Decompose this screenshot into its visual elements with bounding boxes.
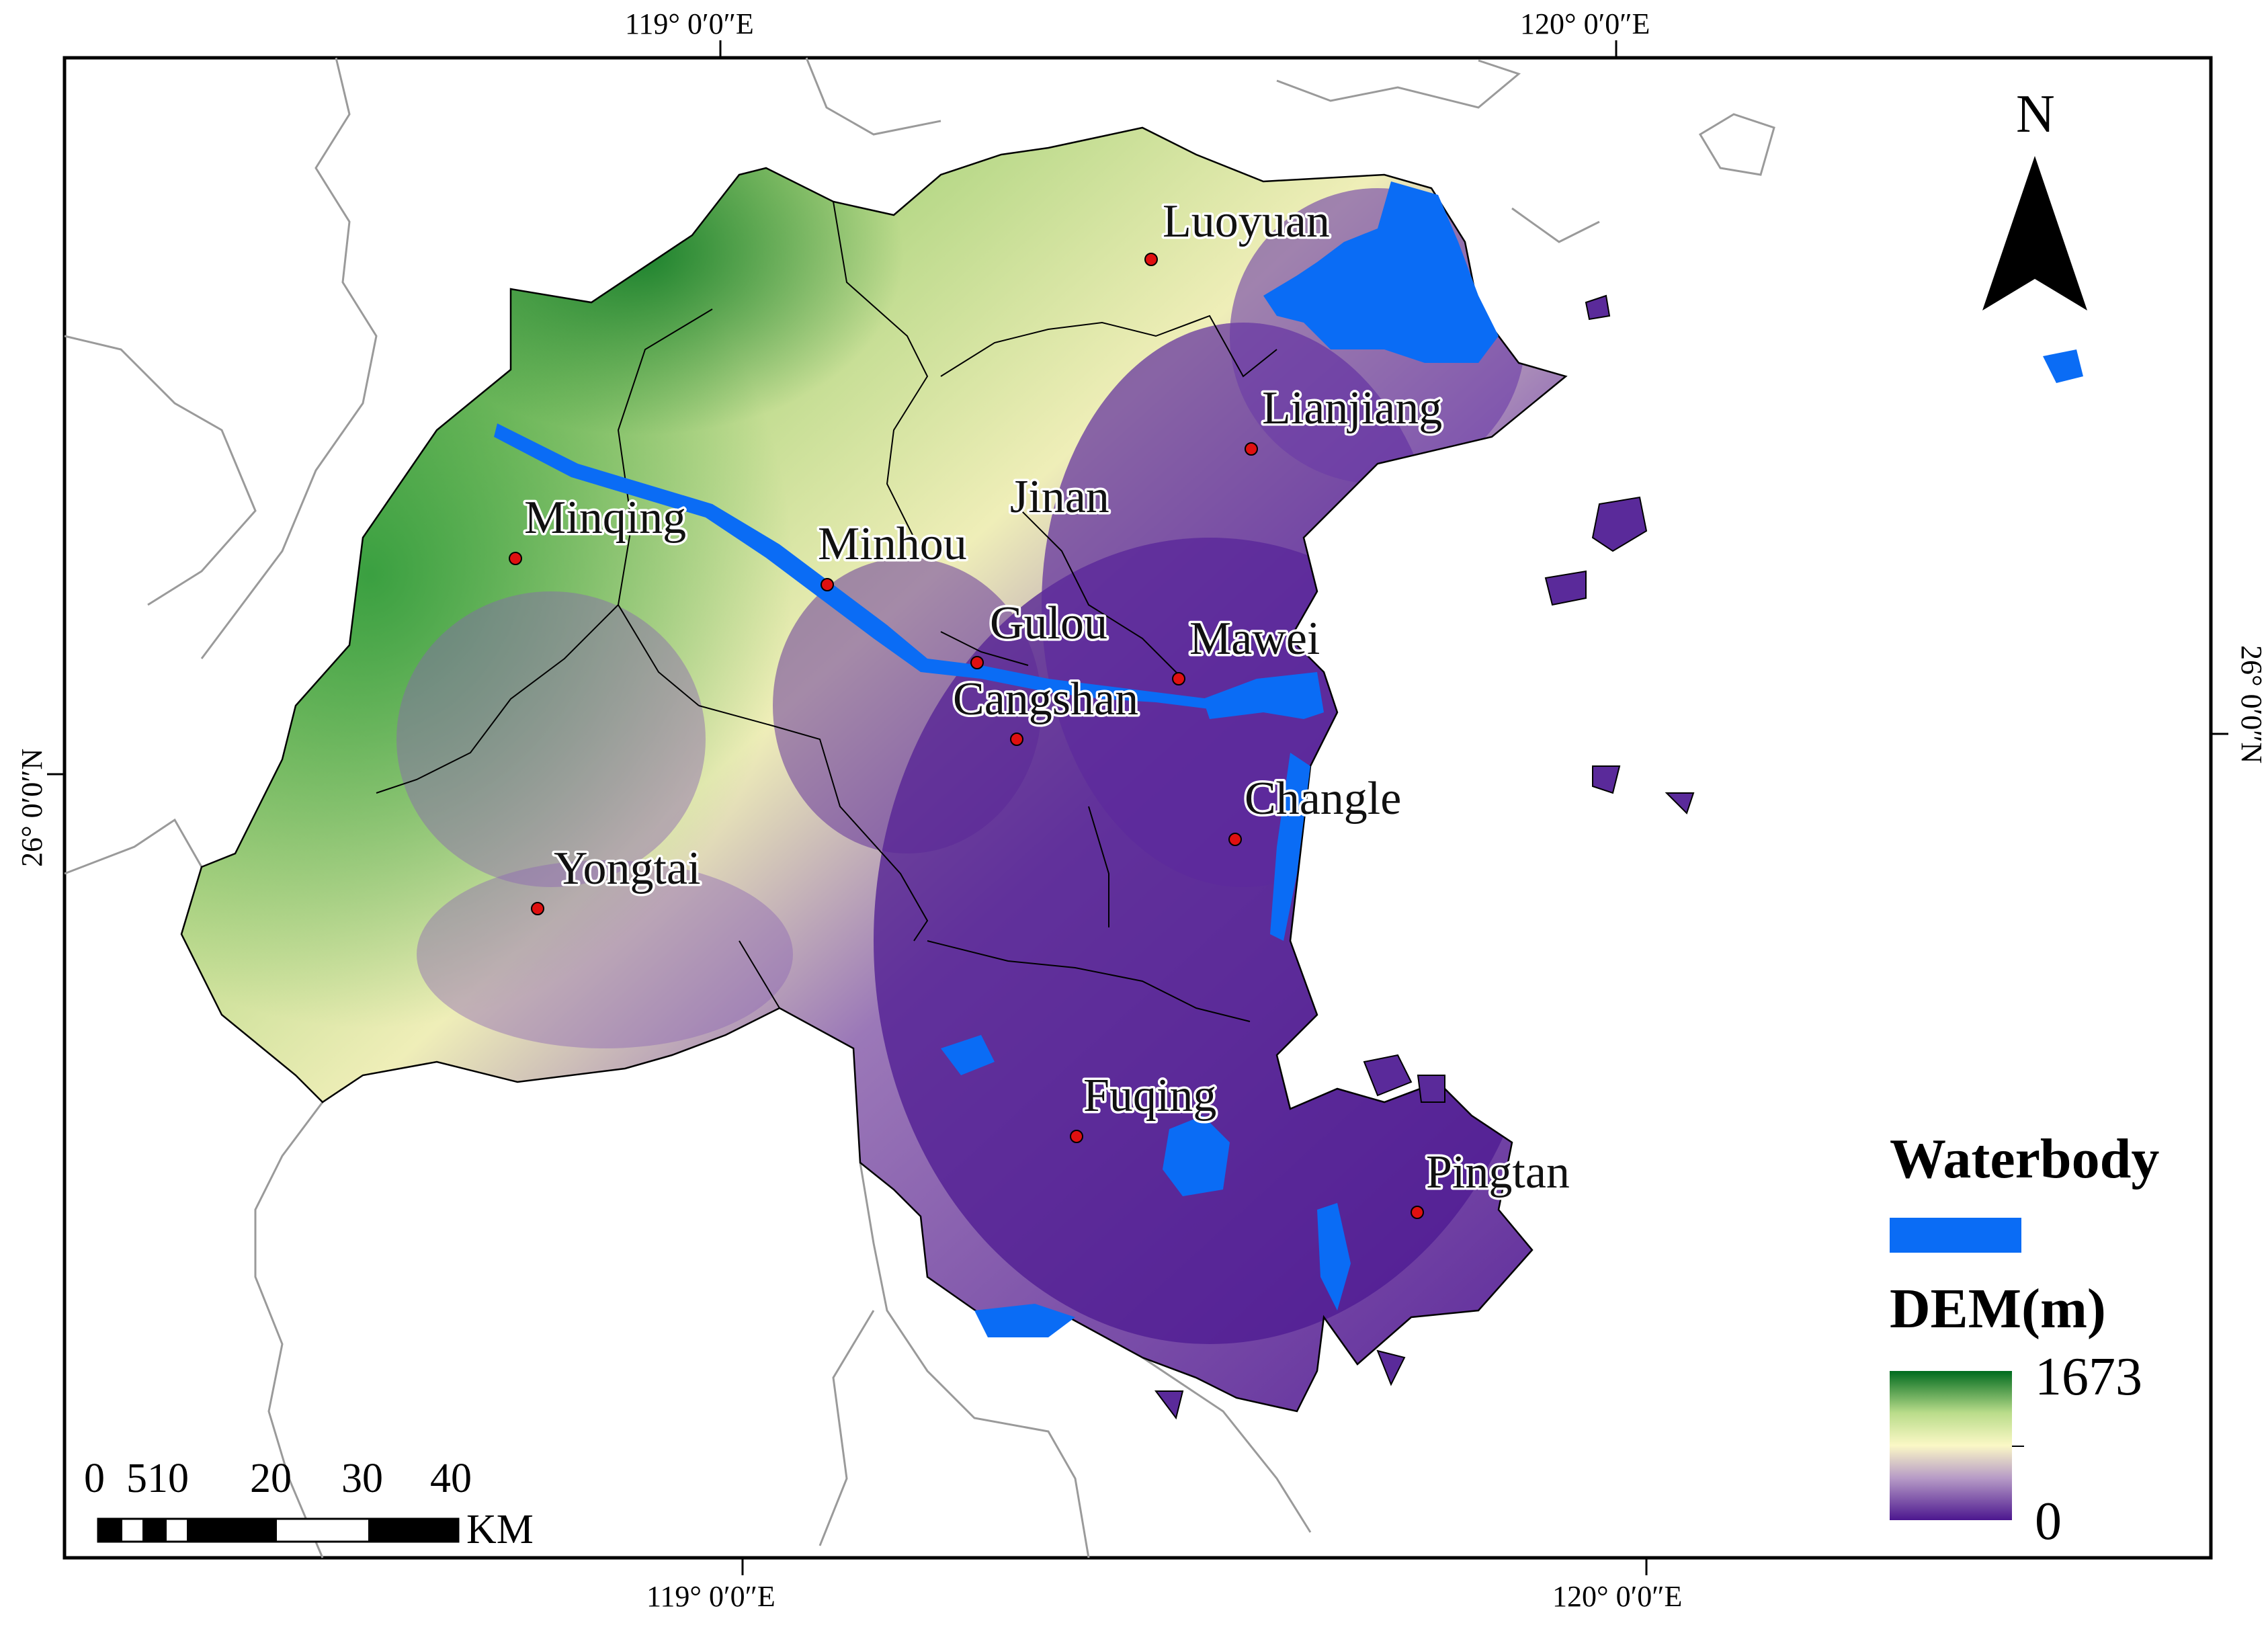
city-label-fuqing: Fuqing — [1083, 1070, 1216, 1122]
bottom-tick-119: 119° 0′0″E — [646, 1580, 775, 1613]
scale-label-0: 0 — [84, 1456, 105, 1501]
north-arrow-icon — [1982, 156, 2087, 310]
city-label-cangshan: Cangshan — [953, 673, 1138, 725]
city-label-minhou: Minhou — [818, 518, 967, 570]
city-label-gulou: Gulou — [990, 597, 1107, 649]
top-tick-120: 120° 0′0″E — [1520, 7, 1650, 40]
legend: Waterbody DEM(m) 1673 0 — [1890, 1128, 2159, 1551]
legend-dem-label: DEM(m) — [1890, 1278, 2106, 1340]
county-boundary-outer — [180, 126, 1568, 1413]
city-label-minqing: Minqing — [524, 492, 686, 544]
city-label-jinan: Jinan — [1010, 471, 1109, 523]
legend-waterbody-label: Waterbody — [1890, 1128, 2159, 1190]
county-boundaries — [376, 201, 1277, 1022]
island-northeast — [2043, 349, 2083, 383]
coastal-flat-south — [974, 1304, 1075, 1337]
city-label-mawei: Mawei — [1189, 613, 1320, 665]
luoyuan-bay — [1263, 181, 1499, 363]
graticule-ticks — [47, 40, 2228, 1575]
city-label-luoyuan: Luoyuan — [1163, 196, 1330, 247]
changle-coast — [1270, 753, 1310, 941]
scale-label-30: 30 — [341, 1456, 383, 1501]
left-tick-26: 26° 0′0″N — [15, 749, 48, 867]
waterbodies — [494, 181, 2083, 1337]
scale-label-40: 40 — [430, 1456, 472, 1501]
legend-dem-ramp — [1890, 1371, 2012, 1520]
bottom-tick-120: 120° 0′0″E — [1552, 1580, 1682, 1613]
scale-label-20: 20 — [250, 1456, 292, 1501]
north-label: N — [2016, 85, 2055, 144]
legend-dem-max: 1673 — [2035, 1347, 2142, 1407]
legend-dem-min: 0 — [2035, 1492, 2062, 1551]
scale-bar: 0 510 20 30 40 KM — [84, 1456, 534, 1552]
minjiang-estuary — [1203, 672, 1324, 719]
offshore-islands — [1154, 294, 1695, 1420]
scale-label-510: 510 — [126, 1456, 189, 1501]
min-river — [494, 423, 1210, 709]
top-tick-119: 119° 0′0″E — [625, 7, 754, 40]
city-label-lianjiang: Lianjiang — [1262, 382, 1442, 434]
city-label-changle: Changle — [1245, 773, 1401, 825]
pingtan-channel — [1317, 1203, 1351, 1310]
city-label-yongtai: Yongtai — [554, 843, 701, 894]
reservoir-west — [941, 1035, 995, 1075]
north-arrow: N — [1982, 85, 2087, 310]
city-markers — [509, 253, 1424, 1219]
fuqing-bay — [1163, 1116, 1230, 1196]
right-tick-26: 26° 0′0″N — [2235, 645, 2268, 763]
city-label-pingtan: Pingtan — [1426, 1147, 1570, 1198]
scale-unit: KM — [466, 1507, 534, 1552]
legend-waterbody-swatch — [1890, 1218, 2021, 1253]
city-labels: Luoyuan Lianjiang Jinan Minqing Minhou G… — [522, 194, 1572, 1201]
